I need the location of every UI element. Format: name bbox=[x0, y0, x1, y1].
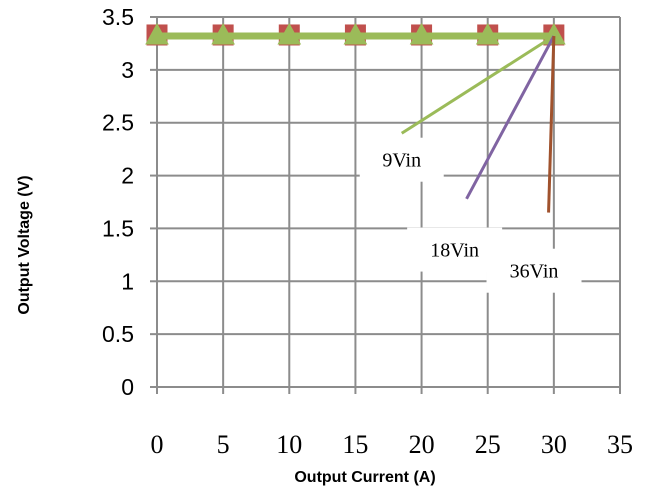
annotations: 9Vin 18Vin 36Vin bbox=[359, 34, 582, 293]
data-point-triangle bbox=[277, 22, 302, 45]
y-tick-label: 3.5 bbox=[102, 4, 134, 30]
callout-box-0 bbox=[359, 137, 444, 182]
y-tick-labels: 0 0.5 1 1.5 2 2.5 3 3.5 bbox=[102, 4, 134, 400]
y-tick-label: 1.5 bbox=[102, 215, 134, 241]
data-point-triangle bbox=[211, 22, 235, 45]
y-axis-title: Output Voltage (V) bbox=[16, 175, 33, 314]
callout-leader-2 bbox=[547, 35, 556, 213]
series bbox=[145, 22, 566, 46]
axes bbox=[150, 16, 621, 394]
y-tick-label: 3 bbox=[121, 57, 134, 83]
x-tick-label: 25 bbox=[475, 430, 501, 459]
x-tick-label: 0 bbox=[151, 430, 164, 459]
callout-box-1 bbox=[407, 227, 503, 272]
data-point-triangle bbox=[145, 22, 169, 45]
y-tick-label: 0.5 bbox=[102, 321, 134, 347]
y-tick-label: 1 bbox=[121, 268, 134, 294]
x-tick-label: 30 bbox=[541, 430, 567, 459]
y-tick-label: 0 bbox=[121, 374, 134, 400]
x-tick-label: 10 bbox=[276, 430, 302, 459]
x-tick-label: 15 bbox=[342, 430, 368, 459]
callout-label-1: 18Vin bbox=[430, 240, 479, 262]
data-point-triangle bbox=[475, 22, 500, 45]
data-point-triangle bbox=[409, 22, 434, 45]
x-tick-label: 35 bbox=[607, 430, 633, 459]
callout-leader-0 bbox=[400, 34, 555, 135]
grid bbox=[157, 16, 621, 387]
y-tick-label: 2.5 bbox=[102, 110, 134, 136]
callout-leader-1 bbox=[465, 35, 556, 200]
x-axis-title: Output Current (A) bbox=[294, 469, 435, 486]
x-tick-label: 5 bbox=[217, 430, 230, 459]
x-tick-labels: 0 5 10 15 20 25 30 35 bbox=[151, 430, 634, 459]
callout-box-2 bbox=[486, 248, 582, 293]
x-tick-label: 20 bbox=[409, 430, 435, 459]
callout-label-2: 36Vin bbox=[510, 261, 559, 283]
callout-label-0: 9Vin bbox=[382, 150, 421, 172]
data-point-triangle bbox=[343, 22, 368, 45]
y-tick-label: 2 bbox=[121, 163, 134, 189]
